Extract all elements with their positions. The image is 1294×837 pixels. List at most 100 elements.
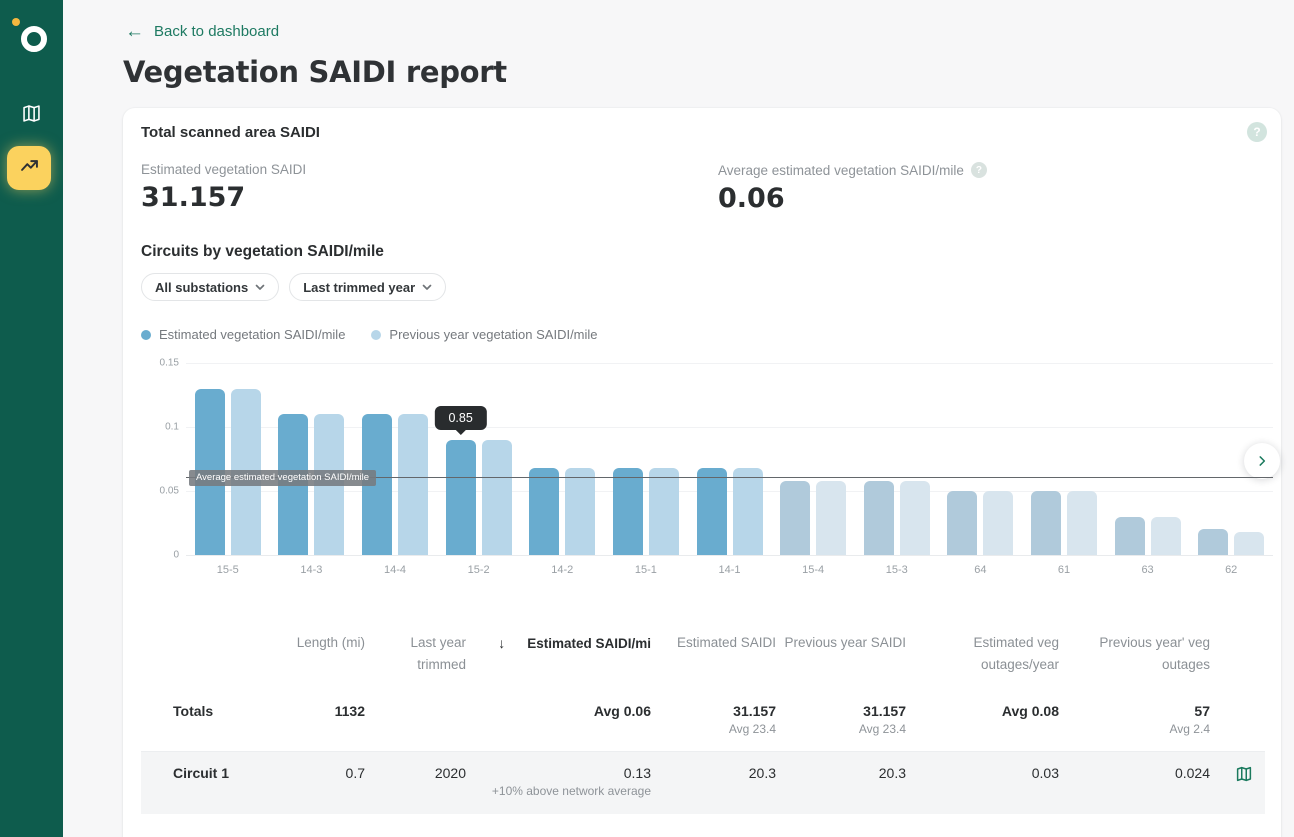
table-row-circuit-1[interactable]: Circuit 1 0.7 2020 0.13 +10% above netwo…: [141, 751, 1265, 814]
bar-previous-15-3: [899, 481, 930, 555]
bar-previous-14-4: [398, 414, 429, 555]
bar-estimated-15-4: [780, 481, 811, 555]
x-axis-label: 14-3: [300, 564, 323, 576]
app-logo[interactable]: [12, 14, 52, 58]
chart-gridline: [186, 555, 1273, 556]
circuit-trimmed: 2020: [434, 765, 466, 782]
filter-substations-dropdown[interactable]: All substations: [141, 273, 280, 301]
map-icon: [21, 103, 42, 129]
stat-help-icon[interactable]: ?: [970, 162, 987, 178]
bar-estimated-15-2: [445, 440, 476, 555]
x-axis-label: 62: [1225, 564, 1238, 576]
chart-gridline: [186, 491, 1273, 492]
bar-previous-62: [1234, 532, 1265, 555]
totals-prev-outages: 57: [1194, 702, 1210, 719]
stat-label: Average estimated vegetation SAIDI/mile: [718, 162, 964, 178]
stat-average-saidi-mile: Average estimated vegetation SAIDI/mile …: [718, 162, 987, 214]
circuits-table: Length (mi) Last year trimmed ↓ Estimated…: [141, 632, 1265, 814]
chart-tooltip: 0.85: [434, 405, 487, 430]
chevron-right-icon: [1259, 456, 1266, 466]
chart-gridline: [186, 427, 1273, 428]
bar-previous-15-1: [648, 468, 679, 555]
chart-legend: Estimated vegetation SAIDI/mile Previous…: [141, 327, 1263, 342]
legend-item-estimated: Estimated vegetation SAIDI/mile: [141, 327, 345, 342]
col-header-saidi-mi[interactable]: ↓ Estimated SAIDI/mi: [498, 635, 651, 651]
legend-dot-estimated: [141, 329, 151, 340]
circuit-length: 0.7: [345, 765, 365, 782]
chart-gridline: [186, 363, 1273, 364]
y-axis-tick: 0.15: [159, 357, 179, 369]
bar-previous-15-2: [481, 440, 512, 555]
legend-dot-previous: [371, 329, 382, 340]
back-label: Back to dashboard: [154, 23, 280, 40]
bar-estimated-63: [1114, 517, 1145, 555]
totals-row: Totals 1132 Avg 0.06 31.157 Avg 23.4 31.…: [141, 691, 1265, 752]
stat-value: 0.06: [718, 183, 785, 214]
col-header-length[interactable]: Length (mi): [296, 635, 365, 650]
legend-item-previous: Previous year vegetation SAIDI/mile: [371, 327, 598, 342]
saidi-report-card: ? Total scanned area SAIDI Estimated veg…: [123, 108, 1281, 837]
x-axis-label: 15-4: [802, 564, 825, 576]
bar-estimated-14-2: [529, 468, 560, 555]
filter-trimmed-year-dropdown[interactable]: Last trimmed year: [289, 273, 447, 301]
col-header-prev-saidi[interactable]: Previous year SAIDI: [784, 635, 906, 650]
bar-estimated-15-1: [612, 468, 643, 555]
chevron-down-icon: [422, 284, 432, 290]
sidebar-item-map[interactable]: [7, 94, 56, 138]
x-axis-label: 15-2: [467, 564, 490, 576]
circuit-outages: 0.03: [1031, 765, 1059, 782]
logo-ring: [21, 26, 47, 52]
col-header-outages[interactable]: Estimated veg outages/year: [973, 635, 1059, 673]
bar-previous-64: [983, 491, 1014, 555]
legend-label: Estimated vegetation SAIDI/mile: [159, 327, 346, 342]
back-to-dashboard-link[interactable]: ← Back to dashboard: [125, 22, 1294, 41]
card-help-icon[interactable]: ?: [1247, 122, 1267, 142]
average-line-label: Average estimated vegetation SAIDI/mile: [189, 469, 377, 486]
x-axis-label: 14-1: [718, 564, 741, 576]
stat-value: 31.157: [141, 182, 246, 213]
totals-est-saidi-avg: Avg 23.4: [728, 721, 776, 736]
chart-next-button[interactable]: [1244, 443, 1280, 479]
logo-dot: [12, 18, 20, 26]
bar-estimated-14-1: [696, 468, 727, 555]
x-axis-label: 61: [1057, 564, 1071, 576]
bar-estimated-64: [947, 491, 978, 555]
trending-up-icon: [19, 155, 40, 181]
x-axis-label: 63: [1141, 564, 1154, 576]
col-header-last-trimmed[interactable]: Last year trimmed: [410, 635, 466, 673]
average-line: [186, 476, 1273, 479]
main-content: ← Back to dashboard Vegetation SAIDI rep…: [63, 0, 1294, 837]
sidebar: [0, 0, 63, 837]
x-axis-label: 15-3: [885, 564, 908, 576]
x-axis-label: 15-1: [634, 564, 657, 576]
bar-previous-14-2: [565, 468, 596, 555]
totals-est-saidi: 31.157: [733, 702, 776, 719]
sidebar-item-reports-active[interactable]: [7, 146, 51, 190]
view-on-map-button[interactable]: [1210, 751, 1265, 814]
circuit-saidi-mi-note: +10% above network average: [491, 784, 651, 799]
circuit-name: Circuit 1: [173, 765, 230, 782]
x-axis-label: 64: [974, 564, 987, 576]
chevron-down-icon: [255, 284, 265, 290]
totals-prev-saidi: 31.157: [863, 702, 906, 719]
x-axis-label: 14-4: [384, 564, 407, 576]
map-icon: [1236, 767, 1252, 782]
bar-previous-63: [1150, 517, 1181, 555]
bar-previous-15-4: [816, 481, 847, 555]
card-title: Total scanned area SAIDI: [141, 124, 320, 141]
stat-label: Estimated vegetation SAIDI: [141, 162, 307, 177]
totals-saidi-mi: Avg 0.06: [593, 702, 651, 719]
sort-desc-icon: ↓: [498, 635, 506, 651]
stat-estimated-saidi: Estimated vegetation SAIDI 31.157: [141, 162, 718, 214]
legend-label: Previous year vegetation SAIDI/mile: [389, 327, 598, 342]
y-axis-tick: 0.1: [165, 421, 179, 433]
table-header-row: Length (mi) Last year trimmed ↓ Estimated…: [141, 632, 1265, 691]
chart-section-title: Circuits by vegetation SAIDI/mile: [141, 243, 384, 260]
saidi-bar-chart: 0 0.05 0.1 0.15 15-5 14-3 14-4 15-2 14-2 15-1 14-1…: [141, 357, 1280, 586]
col-header-prev-outages[interactable]: Previous year' veg outages: [1099, 635, 1210, 673]
bar-previous-61: [1066, 491, 1097, 555]
col-header-est-saidi[interactable]: Estimated SAIDI: [676, 635, 776, 650]
totals-prev-outages-avg: Avg 2.4: [1169, 721, 1210, 736]
filters-row: All substations Last trimmed year: [141, 273, 1263, 301]
stats-row: Estimated vegetation SAIDI 31.157 Averag…: [141, 162, 1263, 214]
